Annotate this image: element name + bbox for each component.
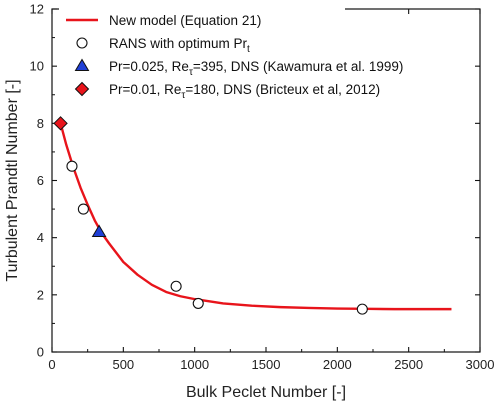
legend-label-main: Pr=0.025, Re: [109, 59, 189, 74]
x-tick-label: 3000: [466, 357, 495, 372]
y-tick-label: 6: [37, 173, 44, 188]
y-tick-label: 8: [37, 116, 44, 131]
x-tick-label: 2000: [323, 357, 352, 372]
legend-label-tail: =180, DNS (Bricteux et al, 2012): [185, 82, 380, 97]
y-axis-label: Turbulent Prandtl Number [-]: [4, 79, 21, 281]
kawamura-dns-point: [91, 224, 107, 237]
series-line-new-model: [59, 123, 452, 311]
y-tick-label: 12: [30, 2, 44, 17]
x-tick-label: 1500: [252, 357, 281, 372]
y-tick-label: 2: [37, 287, 44, 302]
x-tick-label: 2500: [394, 357, 423, 372]
y-tick-label: 0: [37, 345, 44, 360]
rans-point: [356, 303, 368, 315]
rans-point: [192, 297, 204, 309]
legend-box: [59, 7, 345, 101]
y-tick-label: 10: [30, 59, 44, 74]
legend-label-sub: t: [247, 44, 250, 55]
legend-marker-circle: [76, 37, 88, 49]
legend-label-sub: τ: [181, 90, 185, 101]
x-tick-label: 0: [48, 357, 55, 372]
rans-point: [66, 160, 78, 172]
legend-label-tail: =395, DNS (Kawamura et al. 1999): [193, 59, 403, 74]
legend-label-main: Pr=0.01, Re: [109, 82, 181, 97]
legend-label-sub: τ: [189, 67, 193, 78]
legend-marker-diamond: [74, 81, 90, 97]
legend-label-main: RANS with optimum Pr: [109, 36, 248, 51]
legend-label: New model (Equation 21): [109, 13, 261, 28]
legend-label-main: New model (Equation 21): [109, 13, 261, 28]
rans-point: [170, 280, 182, 292]
bricteux-dns-point: [53, 116, 68, 131]
x-axis-label: Bulk Peclet Number [-]: [186, 384, 346, 401]
legend-label: RANS with optimum Prt: [109, 36, 250, 55]
rans-point: [77, 203, 89, 215]
x-tick-label: 1000: [180, 357, 209, 372]
x-tick-label: 500: [112, 357, 134, 372]
legend-label: Pr=0.01, Reτ=180, DNS (Bricteux et al, 2…: [109, 82, 380, 101]
legend-label: Pr=0.025, Reτ=395, DNS (Kawamura et al. …: [109, 59, 403, 78]
y-tick-label: 4: [37, 230, 44, 245]
legend-marker-triangle: [74, 58, 90, 72]
